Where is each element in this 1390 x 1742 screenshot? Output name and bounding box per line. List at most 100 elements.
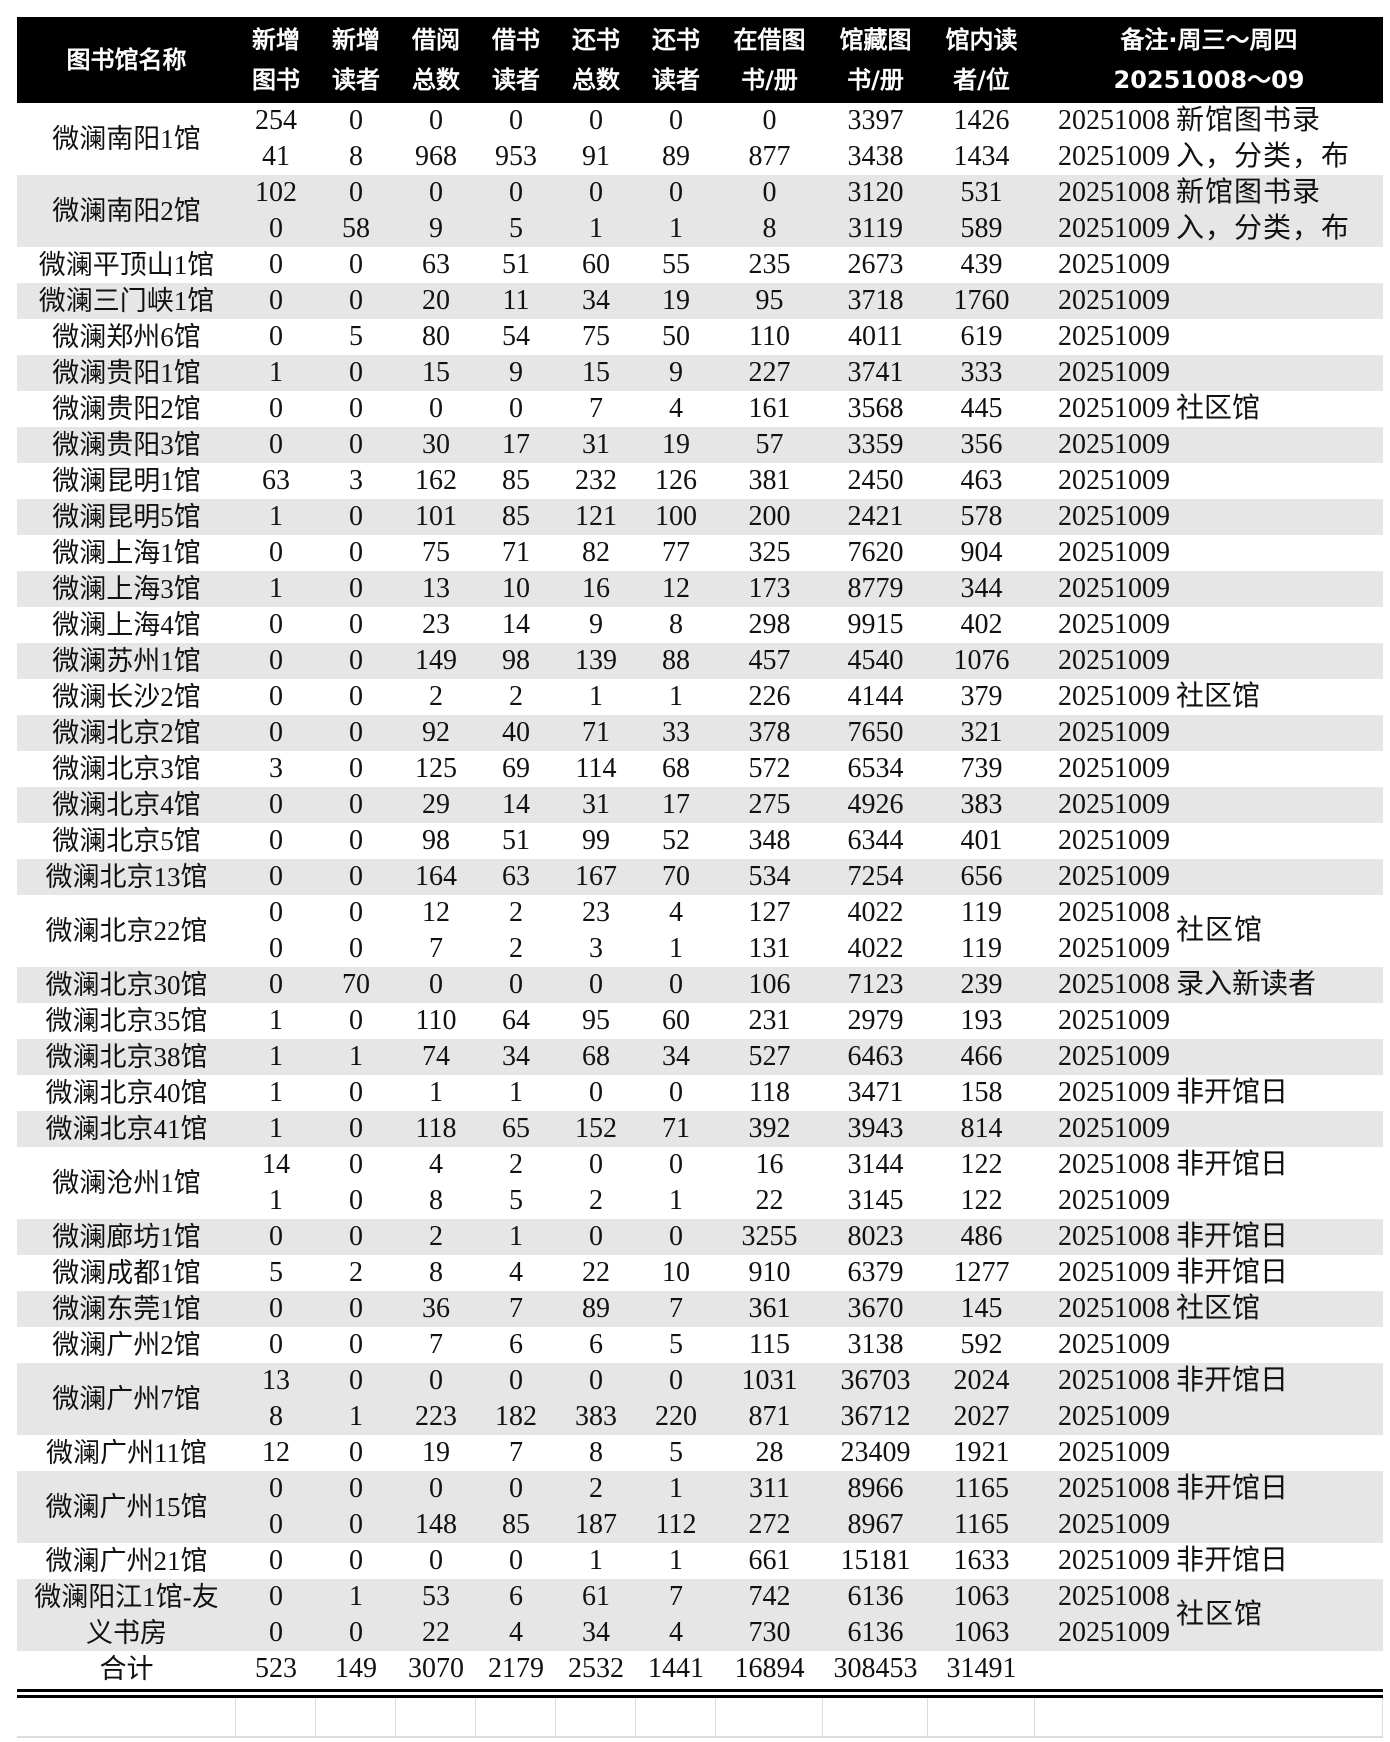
- remark-date: 20251009: [1058, 249, 1170, 280]
- cell-value: 0: [669, 1365, 683, 1396]
- cell-value: 1165: [954, 1509, 1009, 1540]
- cell-value: 115: [749, 1329, 790, 1360]
- cell-value: 8: [349, 141, 363, 172]
- data-line: 0 0 63 51 60 55 235 2673 439: [236, 247, 1035, 283]
- remarks-cell: 20251009: [1035, 499, 1383, 535]
- remark-date: 20251009: [1058, 501, 1170, 532]
- cell-value: 0: [269, 1473, 283, 1504]
- cell-value: 0: [269, 825, 283, 856]
- cell-value: 69: [502, 753, 530, 784]
- remark-dates: 20251008 20251009: [1035, 1147, 1170, 1219]
- remarks-cell: 20251009: [1035, 1327, 1383, 1363]
- cell-value: 8: [669, 609, 683, 640]
- remark-notes: [1170, 463, 1383, 499]
- row-values: 0 0 30 17 31 19 57 3359 356: [236, 427, 1035, 463]
- data-line: 254 0 0 0 0 0 0 3397 1426: [236, 103, 1035, 139]
- cell-value: 3359: [847, 429, 904, 460]
- cell-value: 0: [349, 1221, 363, 1252]
- cell-value: 2: [589, 1473, 603, 1504]
- remark-dates: 20251008 20251009: [1035, 1579, 1170, 1651]
- cell-value: 356: [960, 429, 1003, 460]
- header-col-line: 总数: [412, 66, 460, 94]
- data-line: 14 0 4 2 0 0 16 3144 122: [236, 1147, 1035, 1183]
- cell-value: 578: [960, 501, 1003, 532]
- remark-notes: [1170, 571, 1383, 607]
- cell-value: 1: [349, 1041, 363, 1072]
- cell-value: 0: [349, 1149, 363, 1180]
- cell-value: 730: [748, 1617, 791, 1648]
- remark-dates: 20251009: [1035, 391, 1170, 427]
- cell-value: 125: [415, 753, 457, 784]
- cell-value: 167: [575, 861, 617, 892]
- cell-value: 0: [269, 393, 283, 424]
- data-line: 1 0 1 1 0 0 118 3471 158: [236, 1075, 1035, 1111]
- cell-value: 1: [269, 501, 283, 532]
- cell-value: 34: [582, 285, 610, 316]
- cell-value: 16: [755, 1149, 784, 1180]
- library-name: 微澜东莞1馆: [52, 1294, 201, 1324]
- cell-value: 1: [669, 1473, 683, 1504]
- cell-value: 68: [662, 753, 690, 784]
- row-values: 0 0 92 40 71 33 378 7650 321: [236, 715, 1035, 751]
- library-name: 微澜成都1馆: [52, 1258, 201, 1288]
- library-name: 微澜北京40馆: [45, 1078, 208, 1108]
- library-name: 微澜广州21馆: [45, 1546, 208, 1576]
- remark-date: 20251009: [1058, 1509, 1170, 1540]
- cell-value: 3255: [741, 1221, 798, 1252]
- cell-value: 5: [509, 213, 523, 244]
- library-name: 微澜昆明1馆: [52, 466, 201, 496]
- remark-date: 20251009: [1058, 1113, 1170, 1144]
- cell-value: 7254: [847, 861, 904, 892]
- cell-value: 953: [495, 141, 537, 172]
- remark-dates: 20251009: [1035, 1327, 1170, 1363]
- cell-value: 9: [429, 213, 443, 244]
- library-name: 微澜南阳1馆: [52, 124, 201, 154]
- cell-value: 0: [269, 861, 283, 892]
- cell-value: 0: [269, 1329, 283, 1360]
- cell-value: 8: [429, 1257, 443, 1288]
- cell-value: 152: [575, 1113, 617, 1144]
- cell-value: 361: [748, 1293, 791, 1324]
- cell-value: 85: [502, 501, 530, 532]
- remark-note: 社区馆: [1176, 393, 1261, 424]
- cell-value: 8966: [847, 1473, 904, 1504]
- remark-date: 20251009: [1058, 285, 1170, 316]
- library-name: 微澜沧州1馆: [52, 1168, 201, 1198]
- remarks-cell: 20251009: [1035, 319, 1383, 355]
- library-row: 微澜北京41馆 1 0 118 65 152 71 392 3943 814 20251009: [17, 1111, 1383, 1147]
- remarks-cell: 20251009: [1035, 1111, 1383, 1147]
- library-name: 微澜北京22馆: [45, 916, 208, 946]
- cell-value: 12: [262, 1437, 290, 1468]
- header-label: 图书馆名称: [66, 46, 187, 74]
- total-row: 合计 523 149 3070 2179 2532 1441 16894 308453 3149…: [17, 1651, 1383, 1687]
- cell-value: 22: [422, 1617, 450, 1648]
- header-remarks: 备注·周三～周四 20251008～09: [1035, 17, 1383, 103]
- cell-value: 239: [960, 969, 1003, 1000]
- remark-notes: [1170, 859, 1383, 895]
- cell-value: 0: [429, 393, 443, 424]
- data-line: 3 0 125 69 114 68 572 6534 739: [236, 751, 1035, 787]
- library-row: 微澜贵阳2馆 0 0 0 0 7 4 161 3568 445 20251009 社区馆: [17, 391, 1383, 427]
- cell-value: 3670: [847, 1293, 904, 1324]
- cell-value: 0: [349, 1329, 363, 1360]
- cell-value: 23409: [840, 1437, 911, 1468]
- data-line: 0 0 149 98 139 88 457 4540 1076: [236, 643, 1035, 679]
- cell-value: 3120: [847, 177, 904, 208]
- cell-value: 14: [262, 1149, 290, 1180]
- cell-value: 6: [509, 1581, 523, 1612]
- cell-value: 119: [961, 897, 1002, 928]
- remark-dates: 20251008: [1035, 967, 1170, 1003]
- cell-value: 4: [509, 1617, 523, 1648]
- library-name: 微澜广州7馆: [52, 1384, 201, 1414]
- remark-dates: 20251009: [1035, 751, 1170, 787]
- data-line: 1 0 118 65 152 71 392 3943 814: [236, 1111, 1035, 1147]
- remarks-cell: 20251009: [1035, 247, 1383, 283]
- remark-note: [1176, 859, 1383, 895]
- cell-value: 3: [589, 933, 603, 964]
- cell-value: 5: [669, 1437, 683, 1468]
- remark-notes: 社区馆: [1170, 1579, 1383, 1651]
- cell-value: 127: [748, 897, 791, 928]
- remark-note: 非开馆日: [1176, 1365, 1289, 1396]
- cell-value: 3145: [847, 1185, 904, 1216]
- cell-value: 6136: [847, 1581, 904, 1612]
